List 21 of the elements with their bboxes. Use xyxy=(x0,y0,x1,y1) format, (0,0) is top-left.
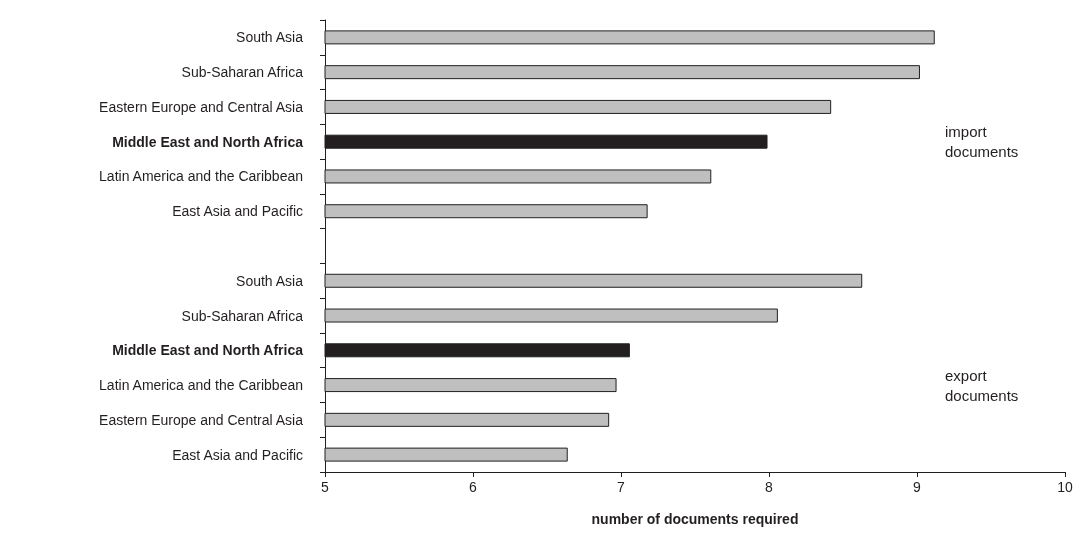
x-tick-label: 9 xyxy=(913,479,922,495)
y-tick-label: Sub-Saharan Africa xyxy=(181,307,304,324)
y-tick-label: Eastern Europe and Central Asia xyxy=(99,411,304,428)
y-tick-label: Latin America and the Caribbean xyxy=(99,168,303,185)
y-tick-label: South Asia xyxy=(236,272,304,289)
y-tick-label: Eastern Europe and Central Asia xyxy=(99,98,304,115)
y-tick-label: East Asia and Pacific xyxy=(172,203,303,220)
y-tick-label: East Asia and Pacific xyxy=(172,446,303,463)
x-tick-label: 8 xyxy=(765,479,774,495)
y-tick-label: Middle East and North Africa xyxy=(112,133,304,150)
x-tick-label: 10 xyxy=(1057,479,1073,495)
y-tick-label: Latin America and the Caribbean xyxy=(99,377,303,394)
annotation: export documents xyxy=(945,366,1019,404)
x-tick-label: 6 xyxy=(469,479,478,495)
x-tick-label: 5 xyxy=(321,479,330,495)
x-tick-label: 7 xyxy=(617,479,626,495)
y-tick-label: South Asia xyxy=(236,29,304,46)
x-axis-title: number of documents required xyxy=(591,511,799,527)
annotation: import documents xyxy=(945,123,1019,161)
y-tick-label: Middle East and North Africa xyxy=(112,342,304,359)
y-tick-label: Sub-Saharan Africa xyxy=(181,64,304,81)
